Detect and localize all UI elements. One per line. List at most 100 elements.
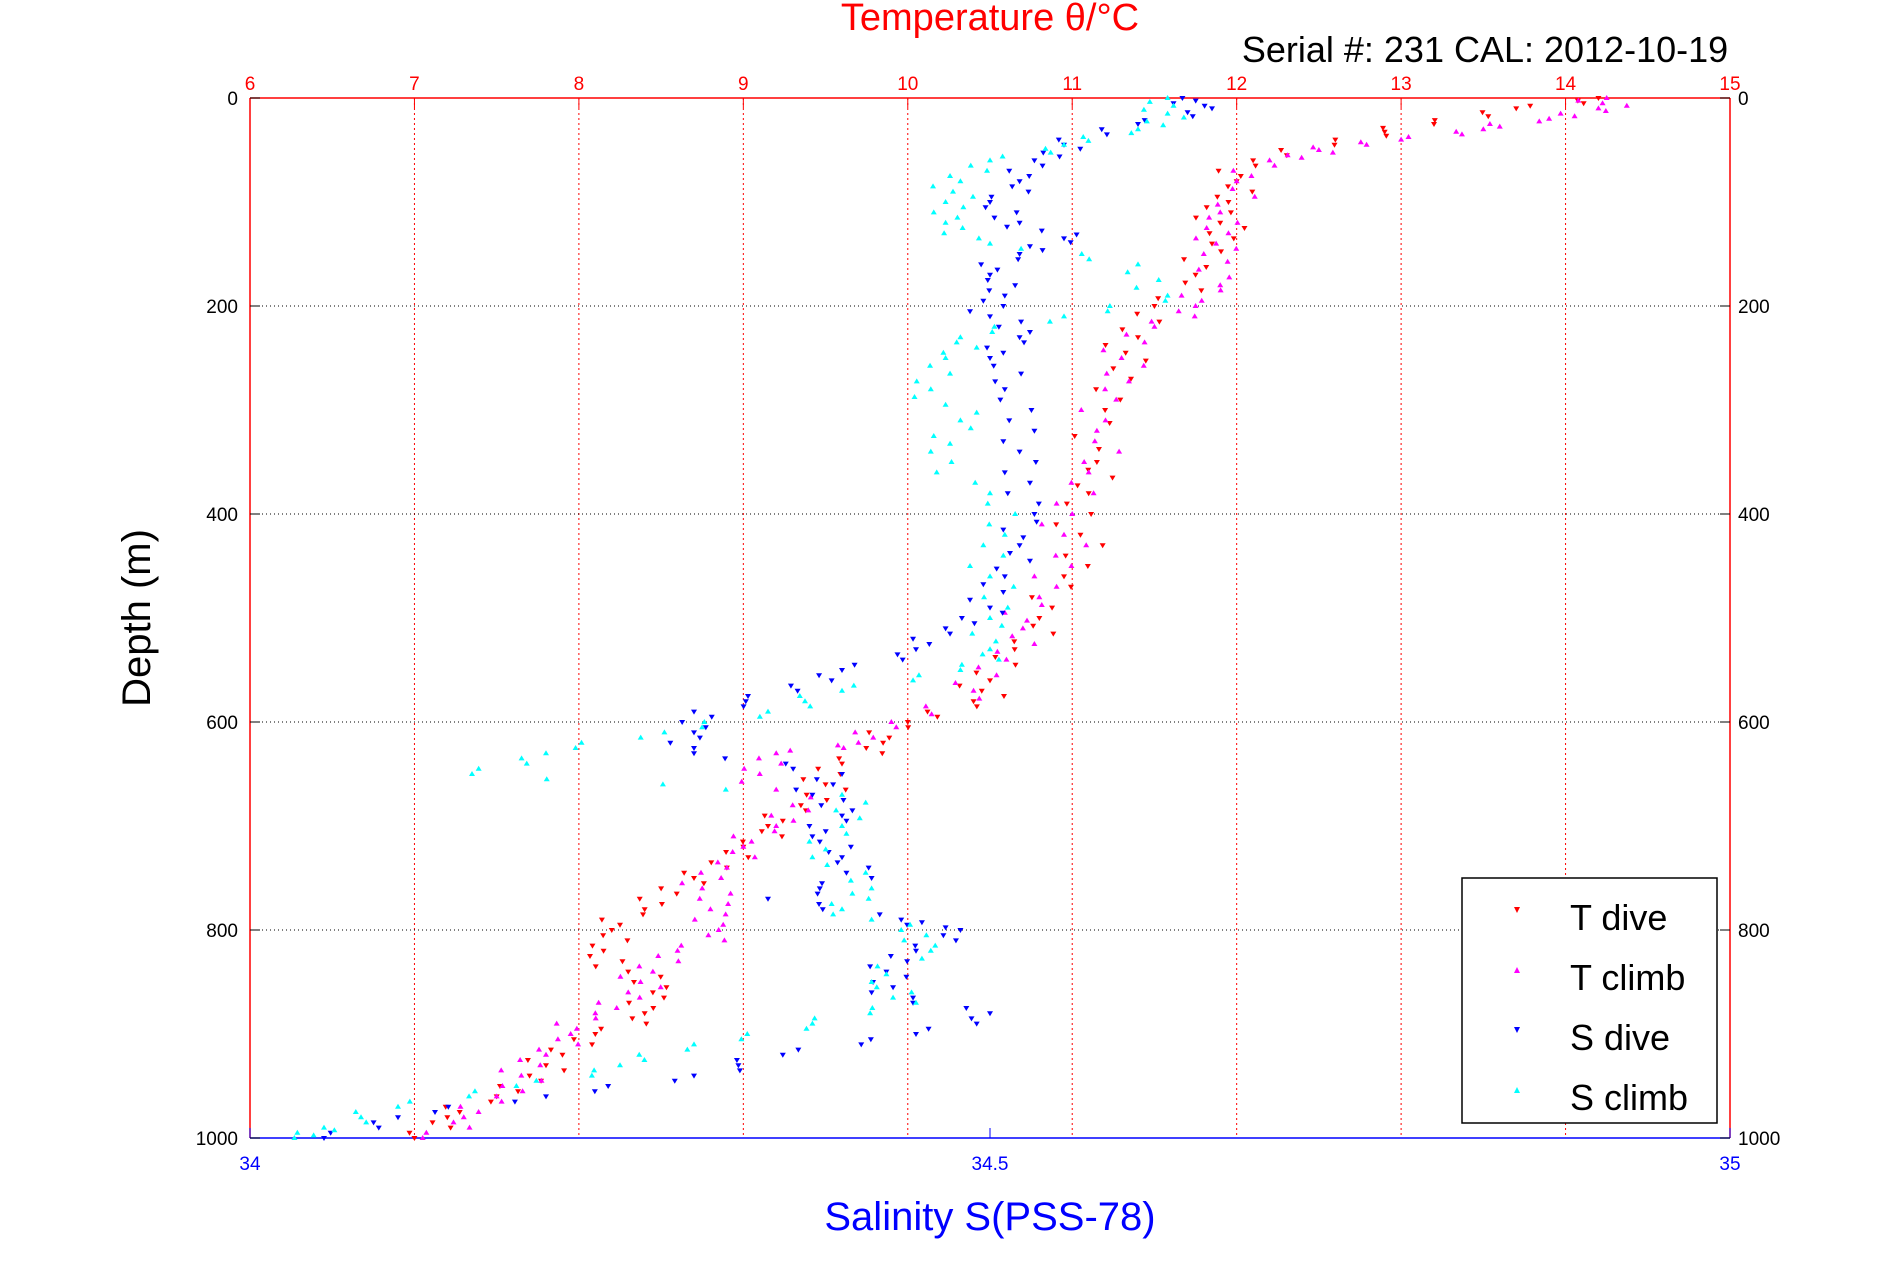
data-point [1266,157,1273,163]
data-point [1001,387,1008,393]
data-point [779,1052,786,1058]
data-point [904,720,911,725]
legend-box [1461,877,1718,1124]
data-point [1026,244,1033,250]
depth-tick-label-right: 600 [1738,713,1770,734]
data-point [803,792,810,798]
data-point [852,729,859,735]
data-point [839,813,845,819]
data-point [1189,114,1196,120]
data-point [742,699,749,705]
data-point [942,355,949,360]
data-point [1179,96,1186,101]
data-point [1142,358,1149,364]
data-point [543,1051,549,1057]
data-point [1032,460,1039,465]
data-point [1113,396,1120,402]
data-point [1226,274,1233,280]
data-point [657,974,664,980]
data-point [518,1072,525,1078]
data-point [984,278,991,283]
data-point [1170,102,1177,108]
data-point [1536,118,1543,124]
data-point [1015,257,1022,263]
data-point [1192,303,1199,308]
data-point [617,922,623,928]
data-point [1331,142,1338,148]
data-point [1004,224,1011,230]
data-point [1603,95,1610,100]
data-point [1217,282,1224,288]
data-point [1103,370,1110,376]
data-point [1086,256,1093,262]
data-point [910,636,917,642]
data-point [1363,141,1370,147]
data-point [809,1020,816,1026]
data-point [842,787,849,793]
data-point [843,818,850,824]
data-point [456,1110,463,1115]
data-point [1140,106,1147,112]
data-point [865,865,872,871]
data-point [429,1120,436,1126]
data-point [984,167,991,173]
data-point [790,817,797,823]
data-point [1012,662,1019,668]
series-s-dive [321,96,1215,1141]
data-point [819,907,826,913]
data-point [833,807,840,813]
data-point [499,1083,506,1088]
data-point [980,582,987,588]
data-point [450,1119,457,1125]
data-point [1214,194,1221,200]
data-point [967,425,974,431]
data-point [515,1089,522,1095]
data-point [816,839,823,845]
data-point [661,729,668,735]
data-point [913,1032,919,1037]
data-point [411,1136,418,1141]
data-point [874,963,881,969]
data-point [992,638,999,644]
data-point [828,678,835,684]
data-point [1077,532,1084,538]
data-point [1052,552,1059,558]
data-point [1050,631,1057,637]
data-point [957,178,964,184]
data-point [947,631,954,637]
data-point [867,964,874,970]
data-point [1180,114,1187,120]
data-point [1496,123,1503,129]
data-point [1381,129,1388,135]
grid-lines [250,98,1730,1138]
data-point [444,1115,451,1121]
data-point [849,890,856,896]
salinity-tick-label: 34 [239,1154,261,1175]
legend-marker-s-dive [1514,1027,1520,1033]
data-point [973,1021,980,1027]
data-point [868,885,875,891]
data-point [779,818,786,824]
data-point [457,1103,464,1109]
data-point [591,1089,598,1095]
data-point [913,948,919,954]
data-point [862,799,869,805]
data-point [987,646,993,652]
data-point [745,855,752,861]
data-point [636,1051,643,1057]
data-point [1026,174,1033,179]
data-point [1181,257,1188,263]
depth-tick-label-left: 800 [206,921,238,942]
data-point [1001,531,1008,537]
data-point [1380,125,1387,131]
data-point [1599,100,1606,106]
data-point [617,973,624,979]
temperature-tick-label: 11 [1062,74,1082,95]
data-point [970,699,977,705]
data-point [1595,96,1602,101]
data-point [1383,133,1390,139]
data-point [773,750,780,756]
data-point [989,329,996,334]
data-point [809,854,816,860]
